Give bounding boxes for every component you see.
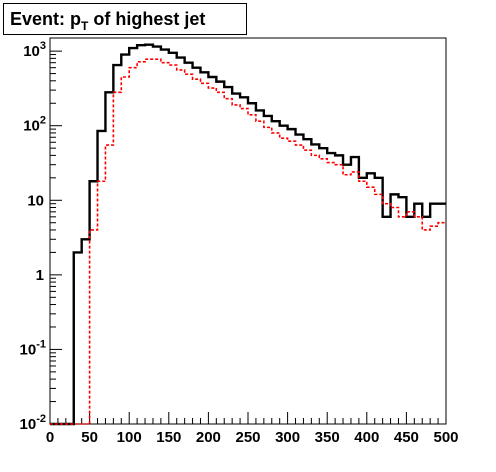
x-tick-label: 400: [354, 429, 379, 446]
x-tick-label: 450: [394, 429, 419, 446]
x-tick-label: 100: [117, 429, 142, 446]
chart-title: Event: pT of highest jet: [10, 9, 205, 33]
histogram-series-red: [50, 58, 446, 425]
x-tick-label: 200: [196, 429, 221, 446]
histogram-series-black: [50, 43, 446, 426]
chart-title-box: [3, 3, 247, 35]
x-tick-label: 500: [433, 429, 458, 446]
y-tick-label: 102: [23, 115, 46, 135]
x-tick-label: 150: [156, 429, 181, 446]
y-tick-label: 10: [27, 192, 44, 209]
x-tick-label: 0: [46, 429, 54, 446]
x-tick-label: 250: [235, 429, 260, 446]
y-tick-label: 103: [23, 40, 46, 60]
y-tick-label: 10-2: [20, 413, 46, 433]
y-tick-label: 10-1: [20, 338, 46, 358]
x-tick-label: 300: [275, 429, 300, 446]
x-tick-label: 350: [315, 429, 340, 446]
y-tick-label: 1: [36, 267, 44, 284]
x-tick-label: 50: [81, 429, 98, 446]
plot-frame: [49, 37, 447, 425]
